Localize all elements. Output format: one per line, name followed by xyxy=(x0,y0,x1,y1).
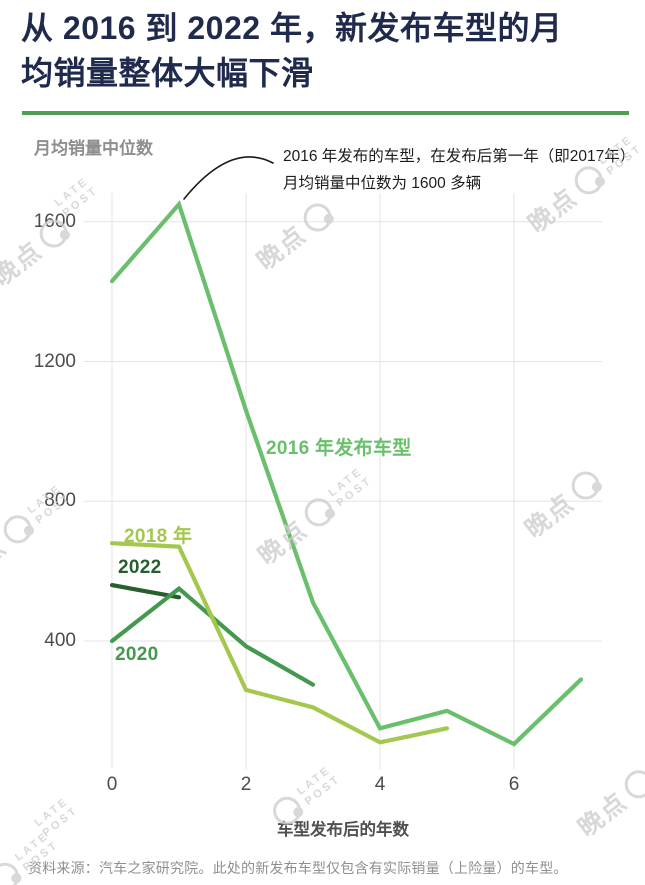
y-tick-label: 1600 xyxy=(33,210,76,232)
y-tick-label: 800 xyxy=(44,490,76,512)
page-title-line1: 从 2016 到 2022 年，新发布车型的月 xyxy=(21,10,563,46)
annotation-line2: 月均销量中位数为 1600 多辆 xyxy=(283,175,482,192)
x-tick-label: 6 xyxy=(508,774,520,795)
y-tick-label: 1200 xyxy=(33,350,76,372)
page-title: 从 2016 到 2022 年，新发布车型的月 均销量整体大幅下滑 xyxy=(21,6,635,96)
annotation-callout: 2016 年发布的车型，在发布后第一年（即2017年） 月均销量中位数为 160… xyxy=(283,143,635,197)
source-note: 资料来源：汽车之家研究院。此处的新发布车型仅包含有实际销量（上险量）的车型。 xyxy=(28,860,568,876)
x-tick-label: 0 xyxy=(106,774,118,795)
series-label-2016: 2016 年发布车型 xyxy=(266,438,412,459)
annotation-line1: 2016 年发布的车型，在发布后第一年（即2017年） xyxy=(283,148,636,165)
x-axis-title: 车型发布后的年数 xyxy=(277,821,409,839)
y-tick-label: 400 xyxy=(44,630,76,651)
annotation-arrow xyxy=(183,156,274,200)
x-tick-label: 4 xyxy=(374,774,386,795)
title-underline-rule xyxy=(22,111,629,115)
series-line-2020 xyxy=(109,585,316,687)
series-label-2020: 2020 xyxy=(115,644,159,665)
y-axis-title: 月均销量中位数 xyxy=(34,139,153,158)
page-title-line2: 均销量整体大幅下滑 xyxy=(21,55,314,91)
series-label-2022: 2022 xyxy=(118,557,162,578)
series-line-2016 xyxy=(109,200,584,747)
x-tick-label: 2 xyxy=(240,774,252,795)
series-label-2018: 2018 年 xyxy=(124,526,193,547)
series-line-2018 xyxy=(109,541,450,745)
